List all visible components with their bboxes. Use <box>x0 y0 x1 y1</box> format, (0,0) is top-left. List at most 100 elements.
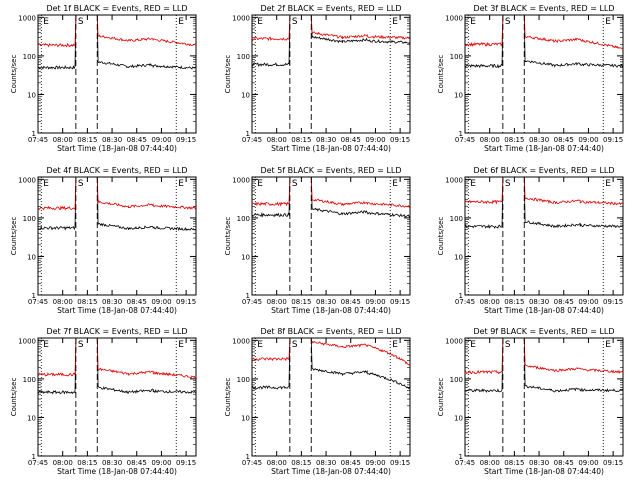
y-tick-label: 100 <box>23 53 36 61</box>
x-tick-label: 08:45 <box>341 298 361 306</box>
x-tick-label: 09:15 <box>176 459 196 467</box>
x-tick-label: 08:30 <box>529 136 549 144</box>
y-tick-label: 10 <box>241 253 250 261</box>
x-tick-label: 08:30 <box>102 298 122 306</box>
x-axis-label: Start Time (18-Jan-08 07:44:40) <box>57 144 177 153</box>
marker-label: E <box>178 17 184 27</box>
plot-frame <box>464 176 624 296</box>
panel-title: Det 2f BLACK = Events, RED = LLD <box>260 4 401 13</box>
x-tick-label: 08:45 <box>554 298 574 306</box>
marker-label: S <box>78 179 84 189</box>
y-tick-label: 1000 <box>232 14 250 22</box>
y-tick-label: 10 <box>27 253 36 261</box>
series-line-events-post <box>523 15 624 68</box>
x-tick-label: 07:45 <box>455 459 475 467</box>
series-line-lld-post <box>96 177 197 210</box>
y-tick-label: 1000 <box>445 176 463 184</box>
series-line-events-post <box>96 15 197 70</box>
plot-frame <box>37 176 197 296</box>
marker-label: E <box>392 179 398 189</box>
x-tick-label: 08:00 <box>480 136 500 144</box>
marker-label: E <box>605 340 611 350</box>
x-tick-label: 08:30 <box>102 459 122 467</box>
x-tick-label: 07:45 <box>28 136 48 144</box>
x-tick-label: 07:45 <box>28 298 48 306</box>
x-tick-label: 08:00 <box>53 298 73 306</box>
plot-frame <box>251 14 411 134</box>
x-axis-label: Start Time (18-Jan-08 07:44:40) <box>271 306 391 315</box>
x-tick-label: 09:00 <box>365 136 385 144</box>
series-line-events-pre <box>38 338 77 395</box>
y-tick-label: 1000 <box>445 14 463 22</box>
marker-label: S <box>292 179 298 189</box>
x-tick-label: 08:15 <box>504 298 524 306</box>
x-tick-label: 09:15 <box>390 298 410 306</box>
x-tick-label: 08:45 <box>341 136 361 144</box>
x-tick-label: 09:00 <box>365 298 385 306</box>
x-tick-label: 09:15 <box>603 136 623 144</box>
series-line-lld-pre <box>37 338 77 377</box>
series-line-events-post <box>96 338 197 394</box>
series-line-events-post <box>310 177 411 218</box>
x-tick-label: 08:45 <box>127 459 147 467</box>
plot-frame <box>251 176 411 296</box>
x-tick-label: 09:15 <box>603 459 623 467</box>
series-line-lld-post <box>523 338 624 374</box>
x-tick-label: 08:00 <box>267 298 287 306</box>
y-tick-label: 1000 <box>18 14 36 22</box>
y-axis-label: Counts/sec <box>437 378 445 417</box>
y-tick-label: 10 <box>241 414 250 422</box>
x-tick-label: 08:00 <box>480 459 500 467</box>
marker-label: E <box>392 340 398 350</box>
series-line-events-post <box>310 15 411 44</box>
y-axis-label: Counts/sec <box>224 378 232 417</box>
y-axis-label: Counts/sec <box>224 55 232 94</box>
series-line-lld-pre <box>464 15 504 47</box>
series-line-events-post <box>523 177 624 229</box>
y-tick-label: 1000 <box>18 176 36 184</box>
y-tick-label: 1 <box>459 130 463 138</box>
detector-panel-4: Det 4f BLACK = Events, RED = LLD 1 10 100 10… <box>10 166 197 315</box>
y-tick-label: 100 <box>450 53 463 61</box>
detector-panel-3: Det 3f BLACK = Events, RED = LLD 1 10 100 10… <box>437 4 624 153</box>
detector-panel-2: Det 2f BLACK = Events, RED = LLD 1 10 100 10… <box>224 4 411 153</box>
y-tick-label: 1 <box>459 292 463 300</box>
marker-label: E <box>43 17 49 27</box>
series-line-events-post <box>310 338 411 390</box>
y-tick-label: 1 <box>246 453 250 461</box>
x-tick-label: 09:00 <box>151 459 171 467</box>
plot-frame <box>37 337 197 457</box>
y-tick-label: 100 <box>237 376 250 384</box>
series-line-lld-pre <box>464 338 504 375</box>
x-tick-label: 08:45 <box>341 459 361 467</box>
marker-label: S <box>505 179 511 189</box>
x-tick-label: 08:00 <box>53 136 73 144</box>
x-tick-label: 07:45 <box>28 459 48 467</box>
x-tick-label: 08:00 <box>480 298 500 306</box>
panel-title: Det 1f BLACK = Events, RED = LLD <box>46 4 187 13</box>
y-axis-label: Counts/sec <box>224 217 232 256</box>
y-tick-label: 10 <box>454 414 463 422</box>
panel-title: Det 5f BLACK = Events, RED = LLD <box>260 166 401 175</box>
y-tick-label: 100 <box>450 215 463 223</box>
x-tick-label: 08:45 <box>127 136 147 144</box>
detector-panel-6: Det 6f BLACK = Events, RED = LLD 1 10 100 10… <box>437 166 624 315</box>
panel-title: Det 8f BLACK = Events, RED = LLD <box>260 327 401 336</box>
series-line-lld-pre <box>251 338 291 362</box>
marker-label: S <box>292 17 298 27</box>
y-tick-label: 10 <box>454 253 463 261</box>
series-line-lld-post <box>523 177 624 206</box>
marker-label: E <box>178 179 184 189</box>
plot-frame <box>251 337 411 457</box>
panel-title: Det 6f BLACK = Events, RED = LLD <box>473 166 614 175</box>
marker-label: E <box>257 17 263 27</box>
series-line-lld-post <box>310 177 411 208</box>
y-tick-label: 1 <box>32 292 36 300</box>
plot-frame <box>37 14 197 134</box>
detector-panel-5: Det 5f BLACK = Events, RED = LLD 1 10 100 10… <box>224 166 411 315</box>
x-axis-label: Start Time (18-Jan-08 07:44:40) <box>484 306 604 315</box>
y-axis-label: Counts/sec <box>10 55 18 94</box>
marker-label: E <box>605 17 611 27</box>
x-axis-label: Start Time (18-Jan-08 07:44:40) <box>57 306 177 315</box>
